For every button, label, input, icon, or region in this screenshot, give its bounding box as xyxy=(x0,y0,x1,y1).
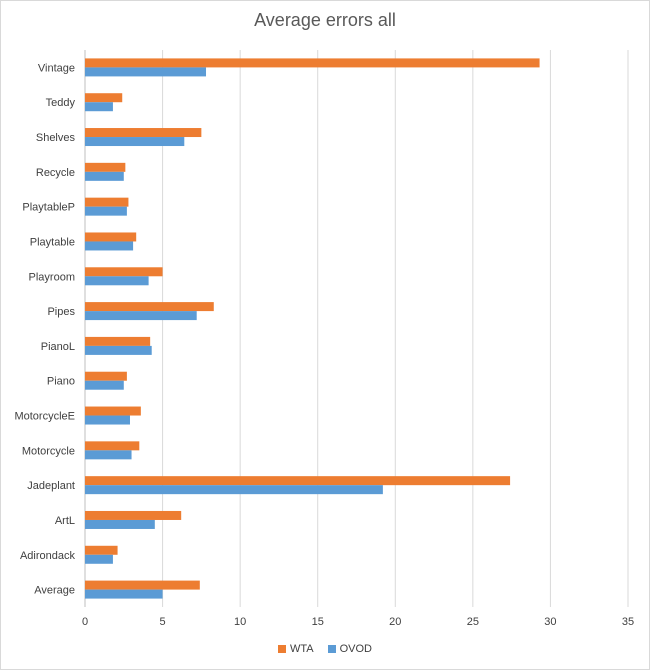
category-label: Jadeplant xyxy=(27,480,75,492)
legend-swatch xyxy=(327,645,336,653)
bar-wta xyxy=(85,476,511,486)
bar-ovod xyxy=(85,171,124,181)
category-label: PianoL xyxy=(41,341,75,353)
category-label: Average xyxy=(34,585,75,597)
category-label: Shelves xyxy=(36,132,76,144)
bar-wta xyxy=(85,406,141,416)
bar-wta xyxy=(85,162,126,172)
bar-ovod xyxy=(85,415,130,425)
bar-ovod xyxy=(85,485,383,495)
x-tick-label: 25 xyxy=(467,616,479,628)
bar-wta xyxy=(85,302,214,312)
bar-ovod xyxy=(85,589,163,599)
x-tick-label: 5 xyxy=(160,616,166,628)
legend-item-wta: WTA xyxy=(277,643,314,655)
bar-ovod xyxy=(85,241,134,251)
category-label: Vintage xyxy=(38,62,75,74)
x-tick-label: 0 xyxy=(82,616,88,628)
x-tick-label: 35 xyxy=(622,616,634,628)
legend-item-ovod: OVOD xyxy=(327,643,373,655)
bar-wta xyxy=(85,371,127,381)
category-label: Teddy xyxy=(46,97,76,109)
category-label: Playtable xyxy=(30,236,75,248)
x-tick-label: 30 xyxy=(544,616,556,628)
category-label: Pipes xyxy=(47,306,75,318)
bar-wta xyxy=(85,93,123,103)
bar-ovod xyxy=(85,137,185,147)
category-label: Recycle xyxy=(36,167,75,179)
bar-ovod xyxy=(85,554,113,564)
x-tick-label: 20 xyxy=(389,616,401,628)
category-label: Motorcycle xyxy=(22,445,75,457)
bar-wta xyxy=(85,58,540,68)
bar-ovod xyxy=(85,380,124,390)
legend-label: WTA xyxy=(289,643,314,655)
bar-ovod xyxy=(85,67,207,77)
chart-title: Average errors all xyxy=(254,10,396,30)
bar-ovod xyxy=(85,206,127,216)
bar-ovod xyxy=(85,102,113,112)
category-label: Piano xyxy=(47,376,75,388)
legend-swatch xyxy=(277,645,286,653)
bar-wta xyxy=(85,580,200,590)
bar-wta xyxy=(85,545,118,555)
legend-label: OVOD xyxy=(339,643,373,655)
bar-ovod xyxy=(85,311,197,321)
bar-wta xyxy=(85,336,151,346)
bar-ovod xyxy=(85,519,155,529)
bar-wta xyxy=(85,128,202,138)
chart-legend: WTA OVOD xyxy=(0,643,650,655)
bar-ovod xyxy=(85,450,132,460)
bar-wta xyxy=(85,197,129,207)
category-label: PlaytableP xyxy=(22,202,75,214)
category-label: Adirondack xyxy=(20,550,76,562)
bar-wta xyxy=(85,510,182,520)
bar-wta xyxy=(85,441,140,451)
category-label: MotorcycleE xyxy=(14,411,75,423)
bar-ovod xyxy=(85,345,152,355)
category-label: ArtL xyxy=(55,515,75,527)
bar-wta xyxy=(85,267,163,277)
bar-ovod xyxy=(85,276,149,286)
category-label: Playroom xyxy=(29,271,75,283)
bar-wta xyxy=(85,232,137,242)
x-tick-label: 10 xyxy=(234,616,246,628)
x-tick-label: 15 xyxy=(312,616,324,628)
